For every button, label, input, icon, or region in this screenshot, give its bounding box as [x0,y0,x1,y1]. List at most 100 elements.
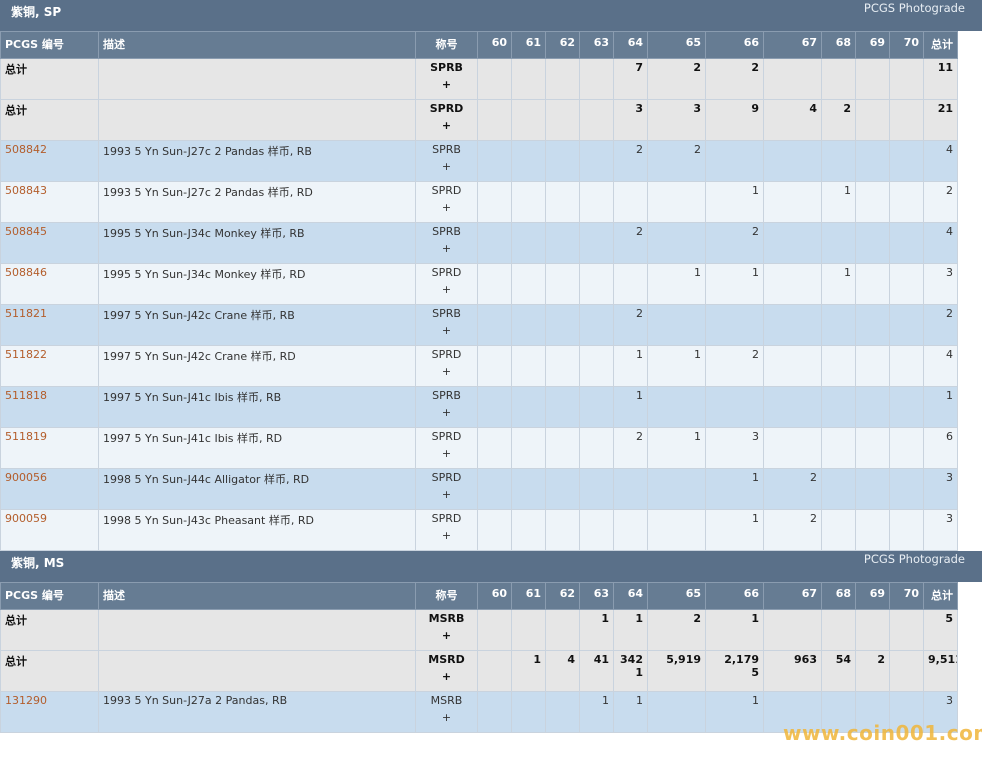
section-header: 紫铜, MS PCGS Photograde [0,551,982,582]
col-grade[interactable]: 62 [545,582,580,610]
grade-count: 2 [821,99,856,141]
grade-count [763,140,822,182]
col-grade[interactable]: 63 [579,582,614,610]
grade-count [855,181,890,223]
table-row: 508845 1995 5 Yn Sun-J34c Monkey 样币, RB SP… [0,222,982,264]
grade-count: 1 [613,609,648,651]
col-grade[interactable]: 66 [705,582,764,610]
pcgs-number-link[interactable]: 900056 [5,471,47,484]
col-total[interactable]: 总计 [923,31,958,59]
empty-description [98,650,416,692]
grade-count [821,140,856,182]
col-grade[interactable]: 61 [511,31,546,59]
grade-count [889,609,924,651]
grade-count: 54 [821,650,856,692]
col-pcgs-number[interactable]: PCGS 编号 [0,31,99,59]
col-grade[interactable]: 60 [477,31,512,59]
grade-count [545,386,580,428]
grade-count [579,468,614,510]
grade-count [579,509,614,551]
pcgs-number-link[interactable]: 511822 [5,348,47,361]
pcgs-number-link[interactable]: 511819 [5,430,47,443]
col-grade[interactable]: 70 [889,582,924,610]
col-grade[interactable]: 69 [855,582,890,610]
grade-count: 1 [821,263,856,305]
grade-count [477,468,512,510]
row-total: 9,511 [923,650,958,692]
pcgs-number-link[interactable]: 508842 [5,143,47,156]
designation-code: MSRB [428,612,465,625]
pcgs-number-link[interactable]: 511821 [5,307,47,320]
designation-cell: SPRD + [415,468,478,510]
pcgs-number-link[interactable]: 508845 [5,225,47,238]
pcgs-number-link[interactable]: 508843 [5,184,47,197]
col-grade[interactable]: 61 [511,582,546,610]
plus-marker: + [441,529,452,542]
photograde-link[interactable]: PCGS Photograde [863,552,965,566]
grade-count [579,263,614,305]
row-total: 4 [923,222,958,264]
col-grade[interactable]: 67 [763,31,822,59]
col-grade[interactable]: 68 [821,582,856,610]
col-grade[interactable]: 70 [889,31,924,59]
grade-count [647,181,706,223]
grade-count [889,386,924,428]
col-grade[interactable]: 66 [705,31,764,59]
col-pcgs-number[interactable]: PCGS 编号 [0,582,99,610]
designation-code: SPRD [431,348,462,361]
col-grade[interactable]: 64 [613,31,648,59]
grade-count [511,99,546,141]
pcgs-number-link[interactable]: 131290 [5,694,47,707]
plus-marker: + [441,488,452,501]
grade-count [855,58,890,100]
grade-count [477,345,512,387]
col-grade[interactable]: 62 [545,31,580,59]
grade-count [579,222,614,264]
coin-description: 1998 5 Yn Sun-J43c Pheasant 样币, RD [98,509,416,551]
grade-count [545,222,580,264]
designation-code: SPRB [432,307,461,320]
plus-marker: + [441,406,452,419]
pcgs-number-link[interactable]: 511818 [5,389,47,402]
grade-count [477,58,512,100]
designation-cell: MSRD + [415,650,478,692]
pcgs-number-link[interactable]: 508846 [5,266,47,279]
grade-count [613,509,648,551]
grade-count: 1 [613,345,648,387]
col-designation[interactable]: 称号 [415,31,478,59]
col-grade[interactable]: 65 [647,31,706,59]
grade-count [763,345,822,387]
col-grade[interactable]: 63 [579,31,614,59]
grade-count [545,691,580,733]
grade-count: 2 [613,140,648,182]
table-row: 511818 1997 5 Yn Sun-J41c Ibis 样币, RB SPRB… [0,386,982,428]
row-total: 6 [923,427,958,469]
grade-count [647,386,706,428]
row-total: 3 [923,691,958,733]
designation-cell: SPRB + [415,386,478,428]
col-grade[interactable]: 68 [821,31,856,59]
col-grade[interactable]: 67 [763,582,822,610]
grade-count [545,509,580,551]
coin-description: 1993 5 Yn Sun-J27a 2 Pandas, RB [98,691,416,733]
col-description[interactable]: 描述 [98,582,416,610]
grade-count [647,468,706,510]
col-description[interactable]: 描述 [98,31,416,59]
pcgs-number-link[interactable]: 900059 [5,512,47,525]
table-row: 508842 1993 5 Yn Sun-J27c 2 Pandas 样币, RB… [0,140,982,182]
grade-count [763,691,822,733]
grade-count [763,386,822,428]
col-grade[interactable]: 60 [477,582,512,610]
photograde-link[interactable]: PCGS Photograde [863,1,965,15]
col-grade[interactable]: 69 [855,31,890,59]
col-designation[interactable]: 称号 [415,582,478,610]
col-grade[interactable]: 65 [647,582,706,610]
total-label: 总计 [0,58,99,100]
grade-count [855,609,890,651]
grade-count [889,222,924,264]
col-total[interactable]: 总计 [923,582,958,610]
row-total: 5 [923,609,958,651]
pcgs-number-cell: 131290 [0,691,99,733]
grade-count [545,263,580,305]
col-grade[interactable]: 64 [613,582,648,610]
